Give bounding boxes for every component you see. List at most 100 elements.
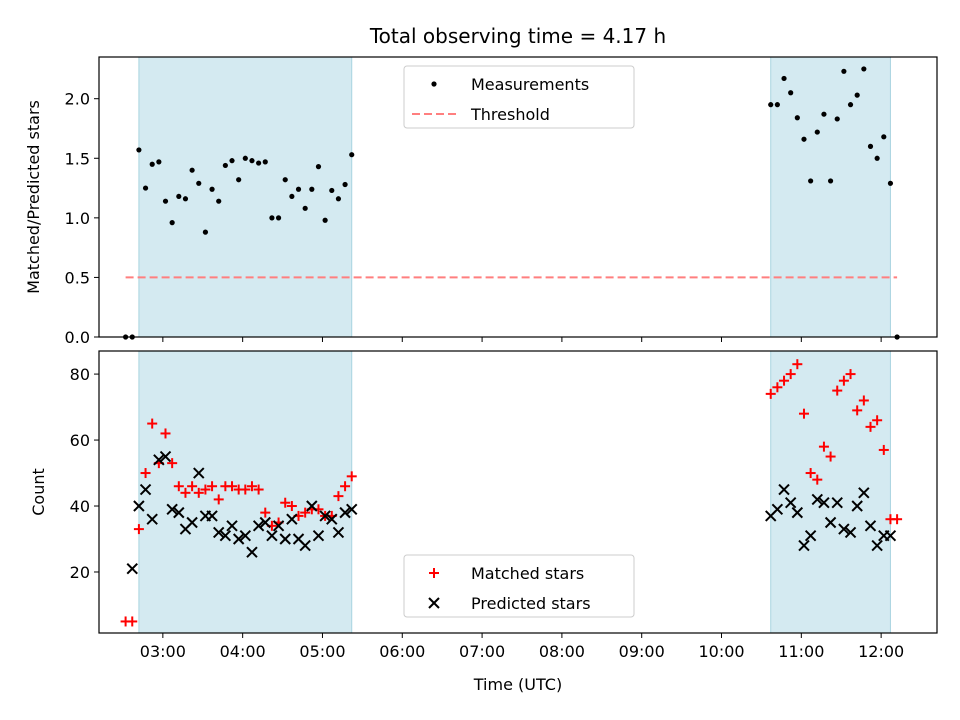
predicted-star-point <box>851 500 863 512</box>
matched-star-point <box>180 487 191 498</box>
matched-star-point <box>852 405 863 416</box>
measurement-point <box>282 177 288 183</box>
top-panel: 0.0 0.5 1.0 1.5 2.0 Total observing time = 4… <box>24 24 938 347</box>
measurement-point <box>236 177 242 183</box>
predicted-star-stroke <box>133 500 145 512</box>
x-tick-label: 04:00 <box>220 642 266 661</box>
measurement-point <box>315 164 322 170</box>
legend-plus-icon <box>429 568 439 578</box>
predicted-star-point <box>319 510 331 522</box>
measurement-point <box>269 215 275 221</box>
predicted-star-point <box>791 506 804 519</box>
predicted-star-stroke <box>206 510 218 522</box>
predicted-star-stroke <box>279 533 291 545</box>
measurement-point <box>162 198 169 204</box>
bottom-panel: 20 40 60 80 03:00 04:00 05:00 06:00 07:00 08:00 09… <box>29 350 938 694</box>
predicted-star-stroke <box>173 506 185 519</box>
predicted-star-point <box>206 510 218 522</box>
legend-box <box>403 65 635 129</box>
predicted-star-point <box>232 533 245 545</box>
measurement-point <box>189 167 195 173</box>
predicted-star-stroke <box>811 493 823 506</box>
matched-star-point <box>127 616 138 627</box>
measurement-point <box>142 185 149 191</box>
y-tick-label: 1.0 <box>65 209 90 228</box>
measurement-point <box>302 205 308 211</box>
matched-star-point <box>779 375 790 386</box>
predicted-star-stroke <box>804 529 817 542</box>
x-tick-label: 12:00 <box>858 642 904 661</box>
predicted-star-point <box>824 516 837 529</box>
y-tick-label: 0.5 <box>65 268 90 287</box>
matched-star-point <box>300 507 311 518</box>
bottom-series <box>120 359 903 627</box>
matched-star-point <box>765 388 776 399</box>
predicted-star-stroke <box>858 487 870 499</box>
measurement-point <box>222 162 228 169</box>
measurement-point <box>216 198 222 204</box>
matched-star-point <box>785 369 796 380</box>
predicted-star-stroke <box>252 520 265 532</box>
predicted-star-point <box>272 520 285 532</box>
predicted-star-stroke <box>159 450 172 463</box>
measurement-point <box>821 111 827 117</box>
predicted-star-point <box>831 497 843 509</box>
matched-star-point <box>792 359 803 370</box>
predicted-star-stroke <box>884 529 897 542</box>
measurement-point <box>808 178 814 184</box>
matched-star-point <box>240 484 251 495</box>
predicted-star-stroke <box>292 533 305 545</box>
predicted-star-point <box>279 533 291 545</box>
predicted-star-stroke <box>226 520 238 532</box>
measurement-point <box>841 68 847 74</box>
predicted-star-point <box>884 529 897 542</box>
predicted-star-point <box>146 513 158 525</box>
measurement-point <box>322 217 328 223</box>
predicted-star-point <box>259 516 271 529</box>
measurement-point <box>774 102 780 108</box>
top-y-axis-label: Matched/Predicted stars <box>24 100 43 294</box>
y-tick-label: 1.5 <box>65 149 90 168</box>
predicted-star-point <box>239 529 252 542</box>
predicted-star-point <box>213 526 225 539</box>
predicted-star-point <box>266 529 278 542</box>
predicted-star-point <box>226 520 238 532</box>
predicted-star-stroke <box>851 500 863 512</box>
measurement-point <box>156 159 162 165</box>
predicted-star-stroke <box>771 503 784 516</box>
bottom-y-axis-label: Count <box>29 468 48 516</box>
matched-star-point <box>147 418 158 429</box>
matched-star-point <box>845 369 856 380</box>
matched-star-point <box>858 395 869 406</box>
predicted-star-stroke <box>239 529 252 542</box>
measurement-point <box>794 115 800 121</box>
measurement-point <box>229 158 235 164</box>
measurement-point <box>827 178 834 184</box>
predicted-star-stroke <box>312 529 325 542</box>
x-tick-label: 03:00 <box>140 642 186 661</box>
predicted-star-stroke <box>332 526 345 539</box>
predicted-star-stroke <box>831 497 843 509</box>
predicted-star-stroke <box>193 467 205 479</box>
predicted-star-point <box>778 483 790 496</box>
predicted-star-stroke <box>871 539 883 552</box>
predicted-star-point <box>219 529 232 542</box>
shaded-interval <box>770 351 891 633</box>
predicted-star-stroke <box>838 523 850 535</box>
x-tick-label: 06:00 <box>379 642 425 661</box>
measurement-point <box>788 90 794 96</box>
legend-label: Measurements <box>471 75 589 94</box>
top-shaded-intervals <box>138 57 891 337</box>
matched-star-point <box>832 385 843 396</box>
matched-star-point <box>838 375 849 386</box>
predicted-star-point <box>139 483 152 496</box>
measurement-point <box>814 129 820 135</box>
measurement-point <box>309 186 315 192</box>
x-tick-label: 10:00 <box>698 642 744 661</box>
measurement-point <box>289 193 295 200</box>
predicted-star-stroke <box>286 513 298 525</box>
measurement-point <box>329 187 335 194</box>
predicted-star-point <box>186 516 198 529</box>
matched-star-point <box>346 471 357 482</box>
measurement-point <box>176 193 182 200</box>
